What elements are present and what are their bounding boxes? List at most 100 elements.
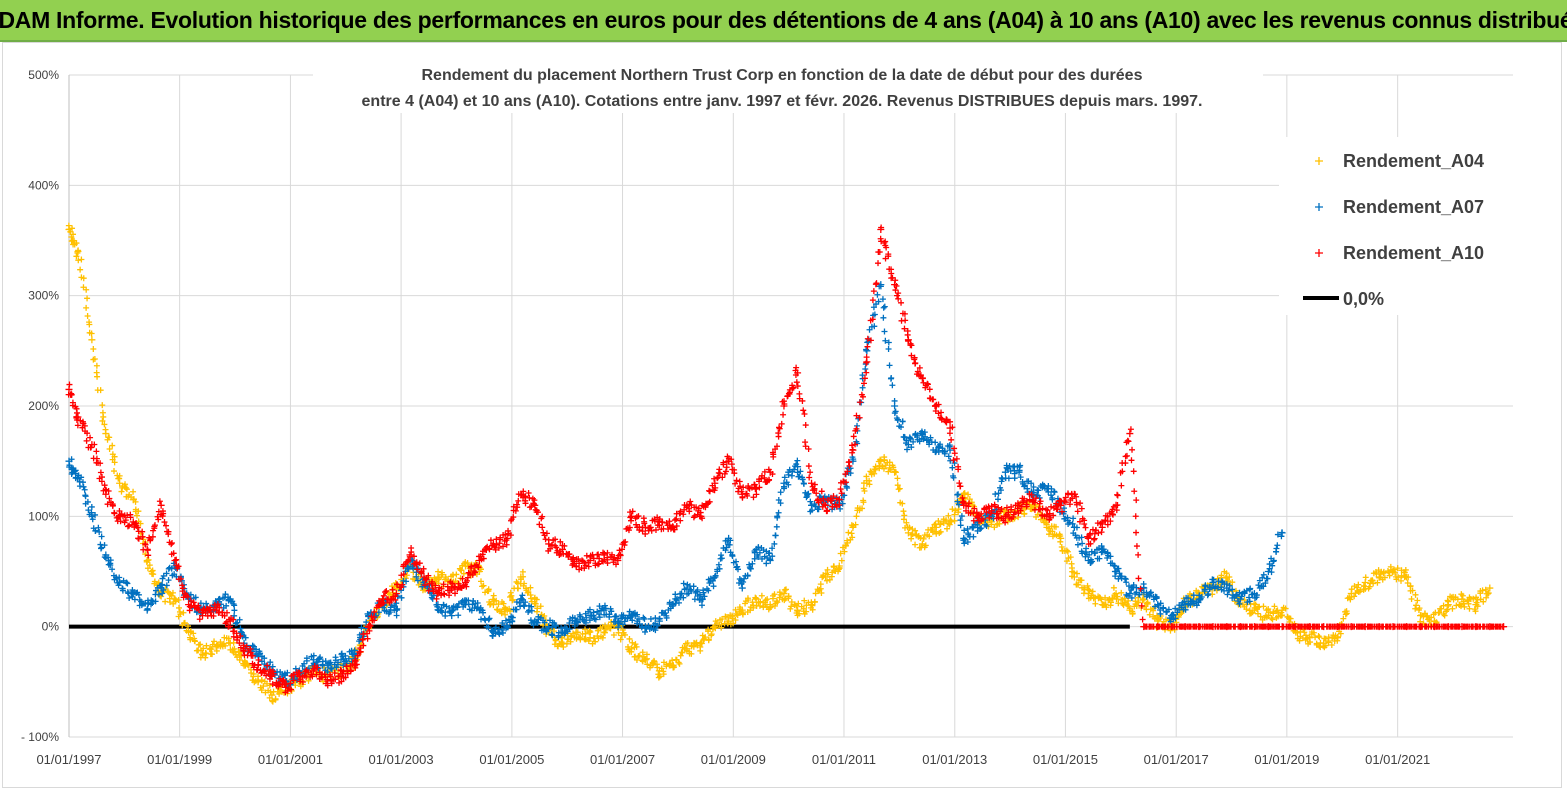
series-a04-marker — [826, 576, 833, 583]
series-a04-point — [669, 661, 677, 669]
series-a04-marker — [1110, 584, 1117, 591]
series-a04-marker — [841, 548, 848, 555]
series-a04-marker — [209, 651, 216, 658]
series-a07-marker — [675, 599, 682, 606]
series-a04-marker — [1328, 641, 1335, 648]
series-a04-marker — [541, 613, 548, 619]
series-a04-marker — [1118, 589, 1125, 596]
series-a04-point — [199, 650, 207, 658]
series-a04-marker — [912, 541, 919, 548]
series-a04-point — [240, 661, 248, 669]
series-a04-marker — [91, 356, 98, 363]
series-a07-marker — [516, 599, 523, 606]
series-a04-marker — [1067, 554, 1074, 561]
series-a04-point — [212, 643, 220, 651]
series-a07-marker — [879, 296, 886, 303]
series-a07-marker — [859, 372, 866, 379]
series-a04-marker — [1068, 560, 1075, 567]
series-a07-marker — [596, 614, 603, 621]
series-a04-marker — [442, 574, 449, 581]
series-a07-marker — [775, 496, 782, 503]
series-a07-marker — [478, 616, 485, 623]
series-a04-marker — [1146, 611, 1153, 618]
series-a04-marker — [917, 534, 924, 541]
series-a04-marker — [1254, 610, 1261, 617]
series-a07-marker — [608, 608, 615, 615]
series-a07-marker — [81, 486, 88, 493]
series-a04-marker — [732, 606, 739, 613]
x-tick-label: 01/01/2009 — [701, 752, 766, 767]
series-a04-point — [116, 479, 124, 487]
series-a07-marker — [492, 624, 499, 631]
series-a07-marker — [292, 665, 299, 672]
series-a07-marker — [317, 654, 324, 661]
series-a04-marker — [1461, 603, 1468, 610]
series-a04-marker — [524, 589, 531, 596]
series-a04-marker — [1078, 577, 1085, 584]
y-tick-label: 100% — [28, 509, 59, 523]
series-a04-marker — [705, 636, 712, 643]
series-a07-marker — [795, 473, 802, 480]
series-a04-marker — [197, 641, 204, 648]
series-a04-marker — [69, 225, 76, 232]
series-a04-marker — [1370, 580, 1377, 587]
series-a04-marker — [801, 597, 808, 604]
x-tick-label: 01/01/2021 — [1365, 752, 1430, 767]
series-a07-marker — [932, 439, 939, 446]
series-a04-marker — [480, 582, 487, 589]
series-a07-marker — [680, 594, 687, 601]
series-a07-marker — [964, 525, 971, 532]
series-a04-marker — [899, 500, 906, 507]
series-a04-marker — [1380, 568, 1387, 575]
series-a04-marker — [1337, 630, 1344, 637]
series-a04-marker — [84, 313, 91, 320]
series-a07-marker — [555, 634, 562, 641]
series-a04-marker — [906, 524, 913, 531]
series-a04-marker — [1395, 574, 1402, 581]
series-a07-marker — [612, 613, 619, 620]
series-a04-marker — [70, 231, 77, 238]
series-a07-marker — [634, 611, 641, 618]
x-tick-label: 01/01/2011 — [812, 752, 876, 767]
series-a07-marker — [710, 583, 717, 590]
series-a07-marker — [897, 424, 904, 431]
series-a04-point — [586, 634, 594, 642]
series-a07-marker — [327, 665, 334, 672]
series-a07-marker — [749, 560, 756, 567]
series-a04-marker — [758, 592, 765, 599]
series-a07-marker — [253, 646, 259, 653]
series-a07-marker — [485, 616, 492, 623]
series-a04-marker — [1229, 579, 1236, 586]
series-a07-marker — [606, 613, 613, 620]
series-a04-marker — [1480, 598, 1487, 605]
series-a04-point — [627, 645, 635, 653]
series-a04-marker — [1129, 610, 1136, 617]
series-a07-marker — [85, 507, 92, 514]
series-a04-point — [752, 595, 760, 603]
series-a04-marker — [248, 670, 255, 676]
series-a04-marker — [708, 632, 715, 639]
series-a04-marker — [1315, 633, 1322, 640]
series-a07-marker — [773, 523, 780, 530]
series-a07-marker — [885, 345, 892, 352]
series-a04-marker — [1301, 629, 1308, 636]
series-a04-marker — [135, 508, 142, 515]
series-a04-marker — [1121, 595, 1128, 602]
series-a07-marker — [358, 624, 365, 631]
series-a07-marker — [904, 446, 911, 453]
y-axis-labels: 500% 400% 300% 200% 100% 0% - 100% — [21, 68, 59, 744]
series-a04-marker — [1063, 547, 1070, 554]
series-a04-marker — [144, 565, 151, 572]
series-a04-marker — [626, 635, 633, 642]
series-a04-marker — [719, 616, 726, 623]
series-a04-point — [794, 606, 802, 614]
series-a04-marker — [1465, 600, 1472, 607]
series-a07-marker — [340, 662, 347, 669]
series-a04-marker — [636, 652, 643, 659]
series-a07-marker — [874, 291, 881, 298]
series-a04-marker — [1080, 584, 1087, 591]
series-a07-marker — [590, 609, 597, 616]
series-a04-marker — [1483, 594, 1490, 601]
series-a04-marker — [1485, 590, 1492, 597]
series-a04-marker — [90, 346, 97, 353]
